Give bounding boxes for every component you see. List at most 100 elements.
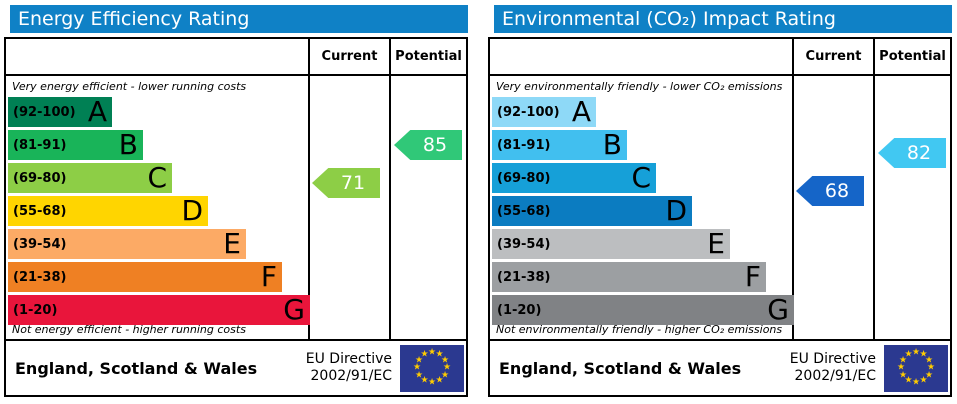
column-divider — [792, 39, 794, 339]
band-letter: D — [181, 194, 203, 227]
eu-star-icon: ★ — [924, 355, 934, 365]
energy-efficiency-panel: Energy Efficiency Rating Current Potenti… — [4, 0, 468, 397]
eu-star-icon: ★ — [435, 375, 444, 386]
band-row-B: (81-91) B — [492, 130, 627, 160]
eu-directive-label: EU Directive 2002/91/EC — [790, 351, 876, 386]
eu-star-icon: ★ — [440, 370, 450, 380]
energy-rating-chart: Current Potential Very energy efficient … — [4, 37, 468, 341]
band-range: (21-38) — [13, 269, 67, 285]
eu-directive-label: EU Directive 2002/91/EC — [306, 351, 392, 386]
bottom-note: Not energy efficient - higher running co… — [12, 323, 246, 336]
eu-star-icon: ★ — [911, 377, 921, 388]
potential-column-header: Potential — [395, 49, 462, 64]
band-letter: D — [665, 194, 687, 227]
eu-star-icon: ★ — [440, 355, 450, 365]
band-range: (55-68) — [497, 203, 551, 219]
band-letter: E — [223, 227, 241, 260]
eu-star-icon: ★ — [414, 370, 424, 380]
eu-star-icon: ★ — [420, 375, 429, 386]
band-letter: C — [631, 161, 651, 194]
eu-star-icon: ★ — [427, 377, 437, 388]
band-letter: A — [571, 95, 591, 128]
eu-star-icon: ★ — [427, 347, 437, 358]
eu-flag-icon: ★ ★ ★ ★ ★ ★ ★ ★ ★ ★ ★ ★ — [884, 344, 948, 392]
band-letter: G — [767, 293, 789, 326]
potential-rating-arrow: 85 — [394, 130, 462, 160]
eu-directive-line1: EU Directive — [789, 350, 876, 367]
band-row-B: (81-91) B — [8, 130, 143, 160]
column-divider — [308, 39, 310, 339]
column-divider — [389, 39, 391, 339]
eu-star-icon: ★ — [896, 362, 906, 373]
band-range: (55-68) — [13, 203, 67, 219]
eu-star-icon: ★ — [898, 370, 908, 380]
eu-star-icon: ★ — [414, 355, 424, 365]
band-letter: F — [260, 260, 277, 293]
band-letter: E — [707, 227, 725, 260]
eu-directive-line2: 2002/91/EC — [794, 368, 877, 384]
eu-star-icon: ★ — [926, 362, 936, 373]
band-row-D: (55-68) D — [492, 196, 692, 226]
footer: England, Scotland & Wales EU Directive 2… — [4, 339, 468, 397]
eu-star-icon: ★ — [442, 362, 452, 373]
potential-column-header: Potential — [879, 49, 946, 64]
current-column-header: Current — [805, 49, 862, 64]
band-row-F: (21-38) F — [492, 262, 766, 292]
band-row-F: (21-38) F — [8, 262, 282, 292]
band-letter: B — [602, 128, 622, 161]
bottom-note: Not environmentally friendly - higher CO… — [496, 323, 783, 336]
potential-rating-value: 85 — [422, 134, 448, 156]
band-letter: G — [283, 293, 305, 326]
eu-star-icon: ★ — [919, 375, 928, 386]
region-label: England, Scotland & Wales — [15, 358, 258, 378]
current-column-header: Current — [321, 49, 378, 64]
eu-directive-line1: EU Directive — [305, 350, 392, 367]
band-range: (39-54) — [497, 236, 551, 252]
eu-directive-line2: 2002/91/EC — [310, 368, 393, 384]
eu-star-icon: ★ — [898, 355, 908, 365]
footer: England, Scotland & Wales EU Directive 2… — [488, 339, 952, 397]
band-range: (1-20) — [13, 302, 58, 318]
eu-star-icon: ★ — [420, 349, 429, 360]
header-row-divider — [6, 74, 466, 76]
current-rating-value: 71 — [340, 172, 366, 194]
eu-flag-icon: ★ ★ ★ ★ ★ ★ ★ ★ ★ ★ ★ ★ — [400, 344, 464, 392]
co2-rating-chart: Current Potential Very environmentally f… — [488, 37, 952, 341]
band-row-A: (92-100) A — [492, 97, 596, 127]
eu-star-icon: ★ — [412, 362, 422, 373]
current-rating-arrow: 68 — [796, 176, 864, 206]
band-range: (1-20) — [497, 302, 542, 318]
band-range: (69-80) — [13, 170, 67, 186]
eu-star-icon: ★ — [435, 349, 444, 360]
eu-star-icon: ★ — [924, 370, 934, 380]
band-range: (39-54) — [13, 236, 67, 252]
band-letter: C — [147, 161, 167, 194]
band-range: (92-100) — [13, 104, 76, 120]
eu-star-icon: ★ — [919, 349, 928, 360]
band-range: (21-38) — [497, 269, 551, 285]
current-rating-value: 68 — [824, 180, 850, 202]
potential-rating-arrow: 82 — [878, 138, 946, 168]
potential-rating-value: 82 — [906, 142, 932, 164]
panel-title: Environmental (CO₂) Impact Rating — [494, 5, 952, 33]
band-range: (69-80) — [497, 170, 551, 186]
column-divider — [873, 39, 875, 339]
header-row-divider — [490, 74, 950, 76]
band-range: (92-100) — [497, 104, 560, 120]
band-row-A: (92-100) A — [8, 97, 112, 127]
band-row-E: (39-54) E — [8, 229, 246, 259]
band-range: (81-91) — [497, 137, 551, 153]
band-row-E: (39-54) E — [492, 229, 730, 259]
eu-star-icon: ★ — [911, 347, 921, 358]
co2-impact-panel: Environmental (CO₂) Impact Rating Curren… — [488, 0, 952, 397]
top-note: Very energy efficient - lower running co… — [12, 80, 247, 93]
band-letter: A — [87, 95, 107, 128]
band-row-D: (55-68) D — [8, 196, 208, 226]
band-row-C: (69-80) C — [492, 163, 656, 193]
band-row-C: (69-80) C — [8, 163, 172, 193]
eu-star-icon: ★ — [904, 349, 913, 360]
panel-title: Energy Efficiency Rating — [10, 5, 468, 33]
band-row-G: (1-20) G — [492, 295, 794, 325]
current-rating-arrow: 71 — [312, 168, 380, 198]
band-letter: F — [744, 260, 761, 293]
